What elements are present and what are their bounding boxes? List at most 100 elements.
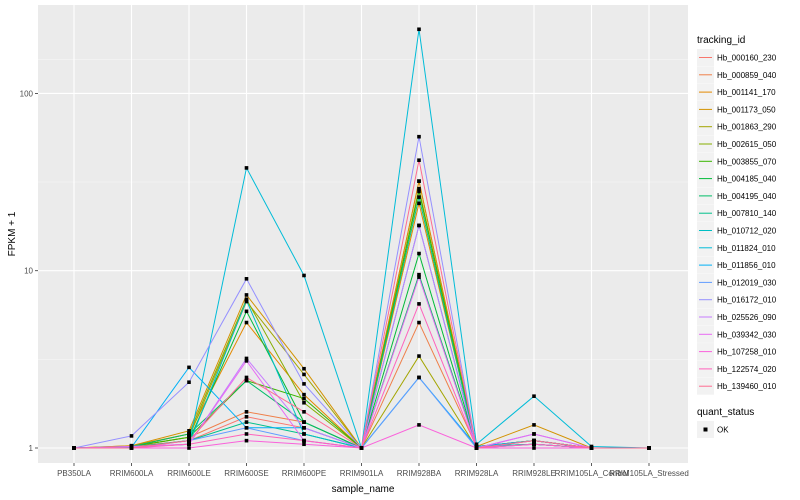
data-point xyxy=(302,410,306,414)
data-point xyxy=(302,400,306,405)
data-point xyxy=(302,438,306,443)
data-point xyxy=(417,201,421,206)
data-point xyxy=(532,438,536,443)
data-point xyxy=(417,275,421,279)
x-tick-label: RRIM600SE xyxy=(224,469,268,478)
legend-label: Hb_025526_090 xyxy=(717,313,777,322)
x-tick-label: RRIM600LE xyxy=(167,469,211,478)
data-point xyxy=(302,273,306,278)
data-point xyxy=(302,432,306,436)
data-point xyxy=(417,375,421,380)
legend-label: Hb_002615_050 xyxy=(717,140,777,149)
x-tick-label: PB350LA xyxy=(57,469,91,478)
data-point xyxy=(417,272,421,277)
data-point xyxy=(302,425,306,430)
data-point xyxy=(417,134,421,139)
legend: tracking_id Hb_000160_230Hb_000859_040Hb… xyxy=(697,35,777,438)
y-axis-title: FPKM + 1 xyxy=(7,211,18,256)
legend-label: Hb_016172_010 xyxy=(717,296,777,305)
data-point xyxy=(589,446,594,450)
data-point xyxy=(417,251,421,256)
data-point xyxy=(474,446,479,450)
data-point xyxy=(302,372,306,377)
data-point xyxy=(417,423,421,427)
legend-label: Hb_139460_010 xyxy=(717,382,777,391)
data-point xyxy=(187,446,191,450)
shape-legend-title: quant_status xyxy=(697,407,754,418)
plot-panel xyxy=(38,5,688,463)
legend-items: Hb_000160_230 Hb_000859_040 Hb_001141_170 H… xyxy=(697,49,777,395)
data-point xyxy=(532,423,536,427)
data-point xyxy=(129,446,134,450)
data-point xyxy=(187,429,191,433)
data-point xyxy=(244,425,249,430)
x-tick-label: RRIM600LA xyxy=(110,469,154,478)
y-tick-label: 10 xyxy=(24,267,33,276)
data-point xyxy=(417,189,421,194)
data-point xyxy=(302,442,306,447)
shape-legend-label: OK xyxy=(717,426,729,435)
legend-label: Hb_010712_020 xyxy=(717,227,777,236)
data-point xyxy=(302,382,306,386)
data-point xyxy=(302,420,306,424)
data-point xyxy=(244,432,249,436)
x-axis: PB350LA RRIM600LA RRIM600LE RRIM600SE RRIM60… xyxy=(57,463,689,478)
y-axis: 1 10 100 xyxy=(20,89,38,453)
legend-label: Hb_039342_030 xyxy=(717,330,777,339)
data-point xyxy=(417,223,421,228)
legend-label: Hb_107258_010 xyxy=(717,348,777,357)
data-point xyxy=(129,434,134,438)
data-point xyxy=(532,394,536,398)
data-point xyxy=(417,186,421,191)
data-point xyxy=(417,158,421,163)
data-point xyxy=(302,366,306,371)
legend-label: Hb_007810_140 xyxy=(717,209,777,218)
legend-label: Hb_011856_010 xyxy=(717,261,776,270)
x-tick-label: RRIM105LA_Stressed xyxy=(609,469,689,478)
data-point xyxy=(417,354,421,358)
data-point xyxy=(302,396,306,401)
data-point xyxy=(244,414,249,419)
data-point xyxy=(187,442,191,447)
x-axis-title: sample_name xyxy=(332,484,395,495)
data-point xyxy=(187,438,191,443)
data-point xyxy=(532,442,536,447)
x-tick-label: RRIM928BA xyxy=(397,469,442,478)
data-point xyxy=(187,365,191,370)
x-tick-label: RRIM901LA xyxy=(340,469,384,478)
x-tick-label: RRIM600PE xyxy=(282,469,326,478)
legend-label: Hb_000160_230 xyxy=(717,54,777,63)
legend-label: Hb_004195_040 xyxy=(717,192,777,201)
legend-label: Hb_004185_040 xyxy=(717,175,777,184)
data-point xyxy=(244,320,249,325)
data-point xyxy=(474,442,479,447)
legend-label: Hb_001173_050 xyxy=(717,105,776,114)
data-point xyxy=(244,359,249,363)
data-point xyxy=(244,277,249,281)
y-tick-label: 1 xyxy=(29,444,34,453)
data-point xyxy=(244,298,249,303)
data-point xyxy=(417,195,421,199)
data-point xyxy=(647,446,651,450)
legend-label: Hb_001141_170 xyxy=(717,88,776,97)
legend-label: Hb_000859_040 xyxy=(717,71,777,80)
data-point xyxy=(244,420,249,424)
data-point xyxy=(417,27,421,32)
data-point xyxy=(244,410,249,414)
data-point xyxy=(417,320,421,325)
legend-label: Hb_012019_030 xyxy=(717,278,777,287)
data-point xyxy=(532,446,536,450)
data-point xyxy=(72,446,76,450)
data-point xyxy=(302,392,306,397)
legend-label: Hb_001863_290 xyxy=(717,123,777,132)
data-point xyxy=(187,432,191,436)
legend-label: Hb_003855_070 xyxy=(717,157,777,166)
series-points xyxy=(72,27,651,450)
data-point xyxy=(187,435,191,440)
y-tick-label: 100 xyxy=(20,89,34,98)
x-tick-label: RRIM928LE xyxy=(512,469,556,478)
legend-title: tracking_id xyxy=(697,35,745,46)
x-tick-label: RRIM105LA_Control xyxy=(555,469,629,478)
data-point xyxy=(244,378,249,383)
